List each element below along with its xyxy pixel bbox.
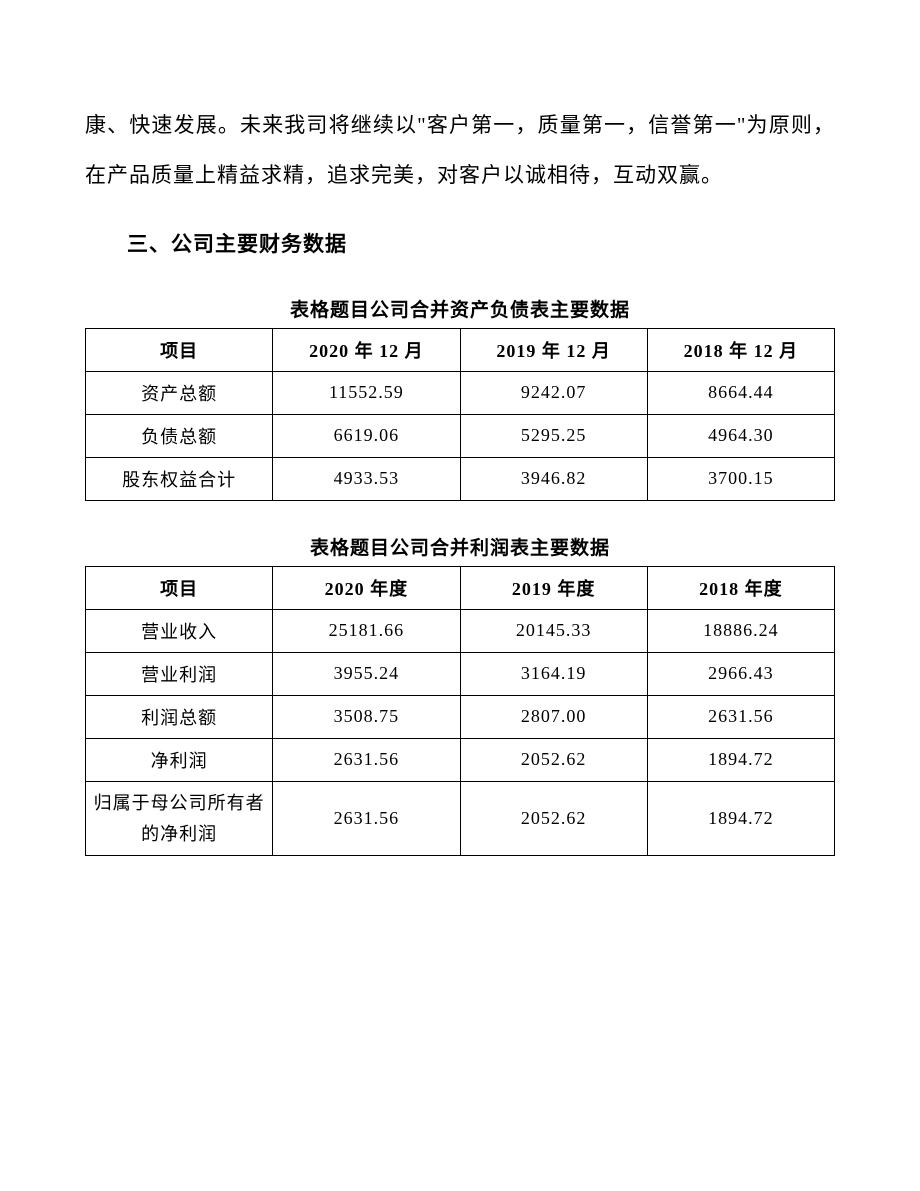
table-cell-value: 3700.15 bbox=[647, 457, 834, 500]
table-cell-value: 9242.07 bbox=[460, 371, 647, 414]
table-cell-value: 2966.43 bbox=[647, 652, 834, 695]
table-cell-value: 8664.44 bbox=[647, 371, 834, 414]
table-cell-label: 利润总额 bbox=[86, 695, 273, 738]
table-cell-label: 净利润 bbox=[86, 738, 273, 781]
table-row: 净利润 2631.56 2052.62 1894.72 bbox=[86, 738, 835, 781]
table-cell-value: 1894.72 bbox=[647, 738, 834, 781]
table1-caption: 表格题目公司合并资产负债表主要数据 bbox=[85, 295, 835, 322]
table-cell-value: 3946.82 bbox=[460, 457, 647, 500]
balance-sheet-table: 项目 2020 年 12 月 2019 年 12 月 2018 年 12 月 资… bbox=[85, 328, 835, 501]
table-header-cell: 2020 年度 bbox=[273, 566, 460, 609]
table-row: 股东权益合计 4933.53 3946.82 3700.15 bbox=[86, 457, 835, 500]
body-paragraph: 康、快速发展。未来我司将继续以"客户第一，质量第一，信誉第一"为原则，在产品质量… bbox=[85, 100, 835, 201]
table-cell-value: 4933.53 bbox=[273, 457, 460, 500]
table-cell-label: 营业收入 bbox=[86, 609, 273, 652]
table-header-row: 项目 2020 年度 2019 年度 2018 年度 bbox=[86, 566, 835, 609]
table-row: 营业收入 25181.66 20145.33 18886.24 bbox=[86, 609, 835, 652]
table-cell-value: 11552.59 bbox=[273, 371, 460, 414]
table-header-cell: 2018 年 12 月 bbox=[647, 328, 834, 371]
table-cell-value: 6619.06 bbox=[273, 414, 460, 457]
table-cell-label: 资产总额 bbox=[86, 371, 273, 414]
table-cell-value: 2052.62 bbox=[460, 781, 647, 855]
section-heading: 三、公司主要财务数据 bbox=[85, 221, 835, 267]
table-cell-value: 3955.24 bbox=[273, 652, 460, 695]
table-cell-value: 2631.56 bbox=[273, 781, 460, 855]
table-cell-value: 18886.24 bbox=[647, 609, 834, 652]
table-cell-value: 2807.00 bbox=[460, 695, 647, 738]
table-header-cell: 2020 年 12 月 bbox=[273, 328, 460, 371]
table-cell-value: 5295.25 bbox=[460, 414, 647, 457]
table-cell-value: 2631.56 bbox=[647, 695, 834, 738]
table-header-cell: 2019 年度 bbox=[460, 566, 647, 609]
table-cell-value: 4964.30 bbox=[647, 414, 834, 457]
table-cell-label: 负债总额 bbox=[86, 414, 273, 457]
table-cell-value: 3508.75 bbox=[273, 695, 460, 738]
table-cell-label: 营业利润 bbox=[86, 652, 273, 695]
table-header-cell: 项目 bbox=[86, 566, 273, 609]
table-cell-label: 归属于母公司所有者的净利润 bbox=[86, 781, 273, 855]
table-cell-value: 20145.33 bbox=[460, 609, 647, 652]
table-row: 归属于母公司所有者的净利润 2631.56 2052.62 1894.72 bbox=[86, 781, 835, 855]
table-cell-value: 2052.62 bbox=[460, 738, 647, 781]
table-header-cell: 2019 年 12 月 bbox=[460, 328, 647, 371]
table-header-cell: 2018 年度 bbox=[647, 566, 834, 609]
table2-caption: 表格题目公司合并利润表主要数据 bbox=[85, 533, 835, 560]
table-header-row: 项目 2020 年 12 月 2019 年 12 月 2018 年 12 月 bbox=[86, 328, 835, 371]
table-cell-value: 1894.72 bbox=[647, 781, 834, 855]
table-cell-value: 2631.56 bbox=[273, 738, 460, 781]
table-row: 负债总额 6619.06 5295.25 4964.30 bbox=[86, 414, 835, 457]
table-row: 资产总额 11552.59 9242.07 8664.44 bbox=[86, 371, 835, 414]
table-row: 营业利润 3955.24 3164.19 2966.43 bbox=[86, 652, 835, 695]
table-row: 利润总额 3508.75 2807.00 2631.56 bbox=[86, 695, 835, 738]
table-cell-label: 股东权益合计 bbox=[86, 457, 273, 500]
table-cell-value: 3164.19 bbox=[460, 652, 647, 695]
table-cell-value: 25181.66 bbox=[273, 609, 460, 652]
income-statement-table: 项目 2020 年度 2019 年度 2018 年度 营业收入 25181.66… bbox=[85, 566, 835, 856]
table-header-cell: 项目 bbox=[86, 328, 273, 371]
